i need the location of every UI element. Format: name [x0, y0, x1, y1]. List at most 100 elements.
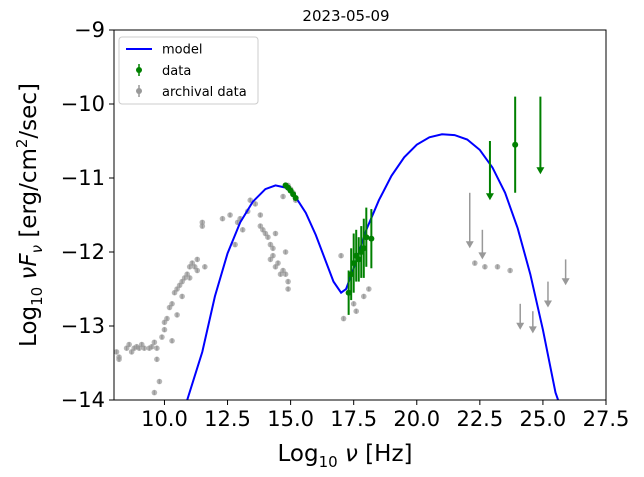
y-tick-label: −9: [74, 18, 105, 42]
x-tick-label: 17.5: [330, 407, 377, 431]
data-point: [232, 241, 238, 248]
data-point: [368, 235, 375, 242]
data-point: [126, 341, 132, 348]
data-point: [360, 245, 367, 252]
data-point: [202, 264, 208, 270]
x-tick-label: 20.0: [393, 407, 440, 431]
legend-archival-marker: [136, 88, 142, 94]
data-point: [363, 234, 370, 241]
x-tick-label: 22.5: [456, 407, 503, 431]
axes-frame: [113, 29, 607, 401]
x-tick-label: 25.0: [520, 407, 567, 431]
data-point: [151, 339, 158, 346]
upper-limit-arrow: [516, 322, 525, 330]
data-point: [194, 256, 201, 263]
data-point: [350, 260, 357, 267]
data-point: [227, 212, 233, 218]
upper-limit-arrow: [485, 193, 494, 201]
legend-data-marker: [136, 67, 142, 73]
svg-text:Log10 νFν [erg/cm2/sec]: Log10 νFν [erg/cm2/sec]: [13, 83, 46, 347]
data-point: [265, 234, 271, 240]
data-point: [161, 326, 168, 333]
data-point: [282, 249, 289, 255]
data-point: [272, 230, 279, 237]
data-point: [353, 308, 360, 315]
data-point: [285, 278, 291, 285]
svg-text:Log10 ν [Hz]: Log10 ν [Hz]: [278, 441, 413, 471]
data-point: [114, 349, 120, 355]
data-point: [270, 245, 276, 252]
data-point: [174, 312, 180, 318]
legend-archival-label: archival data: [162, 85, 247, 100]
model-curve: [186, 133, 560, 400]
data-point: [169, 301, 175, 307]
legend: model data archival data: [118, 36, 259, 105]
model-series: [186, 133, 560, 400]
y-axis-ticks: −14 −13 −12 −11 −10 −9: [61, 18, 114, 412]
data-point: [472, 260, 478, 266]
data-point: [239, 227, 246, 233]
data-point: [355, 256, 362, 263]
y-tick-label: −14: [61, 388, 105, 412]
data-point: [154, 345, 160, 352]
data-point: [360, 293, 367, 300]
legend-box: [118, 36, 259, 105]
upper-limit-arrow: [561, 278, 570, 286]
x-tick-label: 12.5: [204, 407, 251, 431]
archival-data-series: [114, 182, 570, 396]
data-point: [169, 338, 175, 344]
upper-limit-arrow: [465, 241, 474, 249]
data-series: [282, 96, 545, 315]
data-point: [512, 141, 519, 148]
data-point: [275, 260, 281, 266]
legend-data-label: data: [162, 64, 191, 79]
x-axis-ticks: 10.0 12.5 15.0 17.5 20.0 22.5 25.0 27.5: [141, 400, 629, 431]
data-point: [482, 264, 488, 270]
data-point: [141, 345, 148, 352]
data-point: [179, 293, 185, 300]
data-point: [194, 267, 201, 274]
data-point: [247, 197, 254, 203]
data-point: [345, 289, 352, 296]
x-axis-label: Log10 ν [Hz]: [278, 441, 413, 471]
data-point: [282, 271, 289, 278]
data-point: [507, 267, 513, 274]
upper-limit-arrow: [478, 252, 487, 260]
data-point: [280, 193, 286, 200]
data-point: [151, 389, 158, 396]
data-point: [252, 201, 259, 207]
data-point: [164, 315, 170, 322]
upper-limit-arrow: [543, 300, 552, 308]
data-point: [219, 215, 226, 222]
data-point: [116, 356, 122, 363]
plot-area: [114, 96, 570, 400]
data-point: [494, 264, 501, 270]
data-point: [348, 271, 355, 278]
y-tick-label: −13: [61, 314, 105, 338]
legend-model-label: model: [162, 43, 202, 58]
data-point: [285, 286, 291, 292]
data-point: [199, 223, 206, 229]
data-point: [340, 315, 347, 322]
data-point: [149, 343, 155, 350]
y-tick-label: −11: [61, 166, 105, 190]
data-point: [159, 334, 165, 340]
data-point: [156, 378, 163, 385]
data-point: [257, 212, 264, 218]
data-point: [154, 356, 160, 363]
x-tick-label: 15.0: [267, 407, 314, 431]
y-axis-label: Log10 νFν [erg/cm2/sec]: [13, 83, 46, 347]
data-point: [366, 286, 372, 292]
x-tick-label: 27.5: [583, 407, 630, 431]
chart-title: 2023-05-09: [302, 7, 389, 25]
data-point: [350, 301, 357, 307]
y-tick-label: −12: [61, 240, 105, 264]
x-tick-label: 10.0: [141, 407, 188, 431]
upper-limit-arrow: [536, 167, 545, 175]
data-point: [186, 275, 193, 281]
data-point: [292, 194, 299, 201]
upper-limit-arrow: [528, 326, 537, 334]
data-point: [338, 252, 344, 259]
data-point: [267, 256, 274, 263]
